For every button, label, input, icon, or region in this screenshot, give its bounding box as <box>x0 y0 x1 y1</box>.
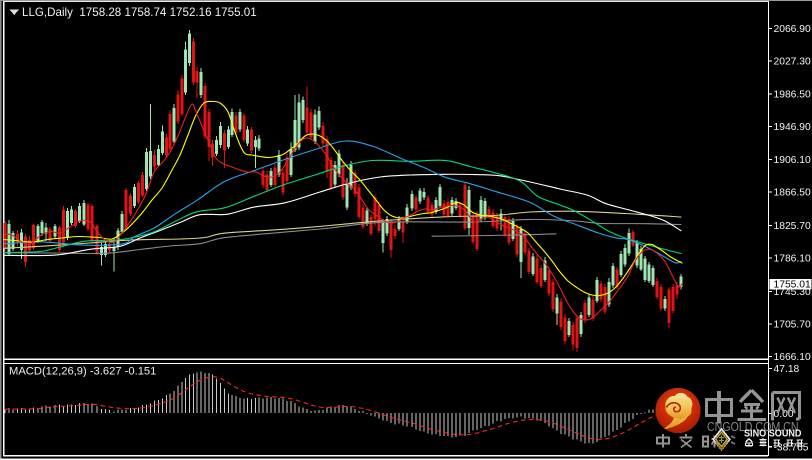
svg-text:LLG,Daily 1758.28 1758.74 175: LLG,Daily 1758.28 1758.74 1752.16 1755.0… <box>22 6 257 19</box>
svg-text:1866.50: 1866.50 <box>774 188 811 199</box>
svg-text:1755.01: 1755.01 <box>774 280 811 291</box>
svg-text:SINO SOUND: SINO SOUND <box>744 429 802 440</box>
svg-text:2066.90: 2066.90 <box>774 24 811 35</box>
svg-text:1986.50: 1986.50 <box>774 90 811 101</box>
svg-text:47.18: 47.18 <box>774 364 800 375</box>
svg-text:0.00: 0.00 <box>774 409 794 420</box>
svg-text:CNGOLD.COM.CN: CNGOLD.COM.CN <box>707 419 799 434</box>
svg-text:1666.10: 1666.10 <box>774 352 811 363</box>
svg-text:1705.70: 1705.70 <box>774 320 811 331</box>
svg-text:1786.10: 1786.10 <box>774 254 811 265</box>
svg-text:1946.90: 1946.90 <box>774 122 811 133</box>
svg-text:1906.10: 1906.10 <box>774 155 811 166</box>
svg-text:2027.30: 2027.30 <box>774 57 811 68</box>
svg-text:MACD(12,26,9) -3.627 -0.151: MACD(12,26,9) -3.627 -0.151 <box>9 366 156 378</box>
svg-text:1825.70: 1825.70 <box>774 221 811 232</box>
svg-text:1745.30: 1745.30 <box>774 287 811 298</box>
svg-text:-38.765: -38.765 <box>774 442 809 453</box>
